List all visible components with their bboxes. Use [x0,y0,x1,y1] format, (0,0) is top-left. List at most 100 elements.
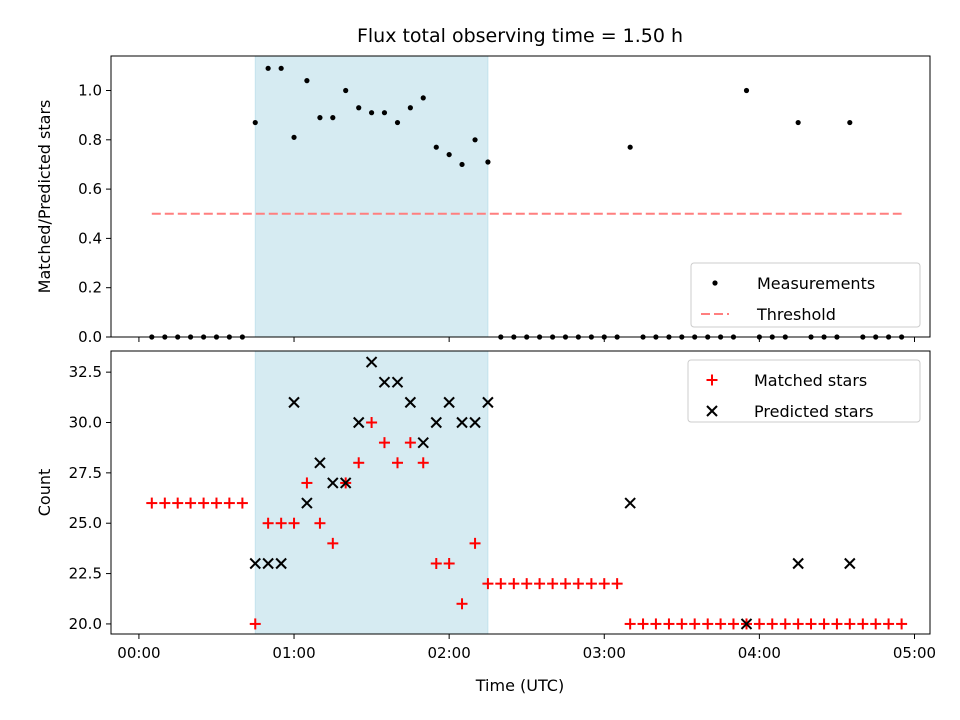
y-tick-label: 1.0 [78,82,102,100]
data-point [223,497,235,509]
data-point [715,618,727,630]
data-point [753,618,765,630]
data-point [624,618,636,630]
x-tick-label: 03:00 [583,644,626,662]
data-point [534,578,546,590]
data-point [472,137,478,143]
data-point [381,110,388,116]
legend: Measurements Threshold [690,262,921,328]
data-point [146,497,158,509]
data-point [627,144,633,150]
data-point [378,376,391,388]
data-point [330,115,336,121]
data-point [365,356,378,368]
data-point [265,65,271,71]
data-point [278,65,284,71]
data-point [185,497,197,509]
data-point [456,598,468,610]
data-point [262,557,274,570]
data-point [275,557,287,570]
data-point [847,119,853,126]
data-point [766,618,778,630]
data-point [611,578,623,590]
data-point [443,558,455,570]
data-point [743,87,750,94]
data-point [443,396,455,409]
data-point [676,618,688,630]
data-point [430,558,442,570]
data-point [459,161,465,168]
data-point [249,618,261,630]
y-tick-label: 0.2 [78,279,102,297]
data-point [404,437,416,449]
data-point [249,557,261,570]
data-point [327,477,339,489]
panel-count: 20.0 22.5 25.0 27.5 30.0 32.5 00:00 01:00 02:00 0… [35,350,936,662]
data-point [317,115,323,121]
y-tick-label: 0.8 [78,131,102,149]
data-point [172,497,184,509]
data-point [356,105,362,111]
data-point [291,134,297,140]
x-tick-label: 00:00 [117,644,160,662]
data-point [689,618,701,630]
x-tick-label: 02:00 [428,644,471,662]
data-point [236,497,248,509]
data-point [559,578,571,590]
data-point [805,618,817,630]
data-point [275,517,287,529]
data-point [896,618,908,630]
data-point [482,396,494,409]
data-point [327,537,339,549]
data-point [314,457,326,469]
data-point [366,417,378,429]
data-point [404,396,417,409]
data-point [482,578,494,590]
data-point [420,95,426,101]
legend-label: Measurements [757,274,875,293]
data-point [870,618,882,630]
data-point [391,376,404,388]
y-tick-label: 27.5 [69,464,102,482]
series-predicted-stars [249,356,856,630]
data-point [394,119,401,126]
observing-window-span [254,55,489,338]
data-point [624,497,636,509]
data-point [469,537,481,549]
data-point [378,437,390,449]
observing-window-span [254,350,489,635]
legend-box [690,262,921,328]
data-point [508,578,520,590]
y-tick-label: 25.0 [69,514,102,532]
data-point [547,578,559,590]
data-point [353,457,365,469]
data-point [430,416,442,429]
data-point [301,477,313,489]
data-point [433,144,439,150]
data-point [779,618,791,630]
plot-frame [110,350,931,635]
y-tick-label: 0.6 [78,180,102,198]
x-tick-label: 01:00 [272,644,315,662]
data-point [727,618,739,630]
data-point [210,497,222,509]
x-tick-label: 05:00 [893,644,936,662]
data-point [391,457,403,469]
data-point [883,618,895,630]
legend-box [687,359,921,423]
y-tick-label: 30.0 [69,414,102,432]
legend: Matched stars Predicted stars [687,359,921,423]
y-tick-label: 32.5 [69,363,102,381]
data-point [663,618,675,630]
data-point [469,416,481,429]
data-point [792,618,804,630]
data-point [637,618,649,630]
legend-label: Threshold [756,305,836,324]
chart-title: Flux total observing time = 1.50 h [357,25,683,47]
data-point [572,578,584,590]
data-point [446,151,452,158]
legend-marker [712,280,718,286]
x-axis-title: Time (UTC) [475,676,564,695]
data-point [314,517,326,529]
data-point [795,119,801,126]
